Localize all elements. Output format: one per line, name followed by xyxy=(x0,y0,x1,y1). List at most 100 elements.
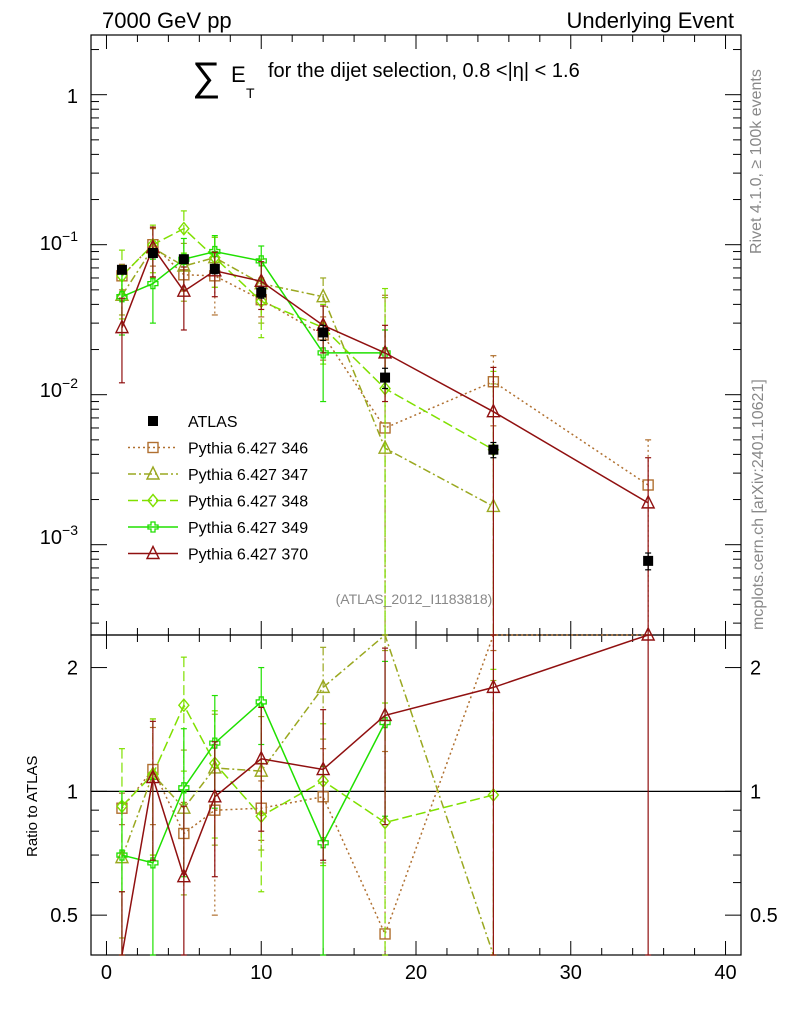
ratio-data-point xyxy=(116,849,128,861)
legend-item: Pythia 6.427 349 xyxy=(128,520,308,537)
ratio-ytick-label-left: 2 xyxy=(67,658,78,680)
main-series-pythia-6-427-348 xyxy=(116,210,500,636)
main-series-line xyxy=(121,246,494,508)
title-variable: E xyxy=(231,62,246,87)
ratio-panel: 0.5 0.5 1 1 2 2 Ratio to ATLAS xyxy=(24,626,778,956)
main-series-pythia-6-427-349 xyxy=(116,234,391,403)
ratio-data-point xyxy=(317,837,329,849)
xtick-label: 0 xyxy=(101,962,112,984)
ratio-data-point xyxy=(209,737,221,749)
main-data-point xyxy=(178,254,189,265)
title-sum-symbol: ∑ xyxy=(192,55,221,99)
main-data-point xyxy=(255,255,267,267)
legend-label: Pythia 6.427 348 xyxy=(188,494,308,511)
ytick-label-0.01: 10−2 xyxy=(40,375,78,402)
ratio-data-point xyxy=(377,706,393,722)
legend-label: Pythia 6.427 346 xyxy=(188,441,308,458)
legend-marker xyxy=(147,521,159,533)
main-data-point xyxy=(377,439,393,454)
main-panel: 1 10−1 10−2 10−3 (ATLAS_2012_I1183818) A… xyxy=(40,34,742,636)
xtick-label: 40 xyxy=(714,962,736,984)
main-series xyxy=(114,210,656,636)
legend-label: Pythia 6.427 347 xyxy=(188,467,308,484)
ratio-data-point xyxy=(379,815,391,830)
legend-item: Pythia 6.427 370 xyxy=(128,544,308,564)
legend-marker xyxy=(145,465,161,480)
header-left: 7000 GeV pp xyxy=(102,8,232,33)
ratio-data-point xyxy=(176,868,191,883)
main-data-point xyxy=(256,287,267,298)
main-data-point xyxy=(147,277,159,290)
main-data-point xyxy=(147,248,158,259)
main-data-point xyxy=(641,494,656,509)
ratio-series xyxy=(114,626,656,956)
main-data-point xyxy=(488,444,499,455)
xtick-label: 30 xyxy=(560,962,582,984)
ratio-series-pythia-6-427-346 xyxy=(116,634,652,956)
ratio-data-point xyxy=(178,782,190,794)
analysis-id: (ATLAS_2012_I1183818) xyxy=(336,591,493,607)
ytick-label-0.001: 10−3 xyxy=(40,522,78,549)
legend-marker xyxy=(147,441,159,454)
main-y-tick-labels: 1 10−1 10−2 10−3 xyxy=(40,86,78,549)
main-data-point xyxy=(116,264,127,275)
main-data-point xyxy=(177,221,190,236)
ratio-data-point xyxy=(641,626,656,641)
main-data-point xyxy=(318,327,329,338)
ratio-series-line xyxy=(121,633,495,956)
legend-label: ATLAS xyxy=(188,414,238,431)
main-series-line xyxy=(121,250,385,354)
main-data-point xyxy=(114,319,130,334)
xtick-label: 20 xyxy=(405,962,427,984)
ratio-data-point xyxy=(316,678,331,694)
main-series-pythia-6-427-347 xyxy=(114,226,501,636)
mcplots-label: mcplots.cern.ch [arXiv:2401.10621] xyxy=(750,379,767,630)
ratio-data-point xyxy=(147,857,159,869)
ratio-series-pythia-6-427-347 xyxy=(114,633,497,956)
ratio-series-line xyxy=(121,700,386,864)
main-data-point xyxy=(209,263,220,274)
ratio-data-point xyxy=(207,788,222,803)
main-data-point xyxy=(176,282,191,297)
rivet-label: Rivet 4.1.0, ≥ 100k events xyxy=(748,69,765,254)
ratio-ticks: 0.5 0.5 1 1 2 2 xyxy=(50,635,778,955)
main-data-point xyxy=(209,245,221,258)
legend-marker xyxy=(145,544,161,560)
legend-item: ATLAS xyxy=(148,414,238,431)
ratio-ytick-label-right: 2 xyxy=(750,658,761,680)
title-subscript: T xyxy=(246,85,255,101)
main-ticks xyxy=(91,35,741,635)
ratio-frame xyxy=(90,634,742,956)
legend-label: Pythia 6.427 370 xyxy=(188,547,308,564)
ratio-data-point xyxy=(254,750,269,765)
legend-item: Pythia 6.427 346 xyxy=(128,441,308,458)
ratio-series-line xyxy=(121,703,494,824)
ratio-series-pythia-6-427-370 xyxy=(118,626,656,956)
ratio-data-point xyxy=(486,678,501,694)
main-series-line xyxy=(121,227,494,451)
main-data-point xyxy=(380,372,391,383)
main-data-point xyxy=(316,288,331,303)
ratio-ytick-label-left: 1 xyxy=(67,781,78,803)
legend-label: Pythia 6.427 349 xyxy=(188,520,308,537)
main-data-point xyxy=(254,272,269,288)
ratio-ytick-label-left: 0.5 xyxy=(50,905,78,927)
main-frame xyxy=(90,34,742,636)
header-right: Underlying Event xyxy=(566,8,734,33)
main-series-atlas xyxy=(116,248,654,571)
legend-item: Pythia 6.427 347 xyxy=(128,465,308,484)
ytick-label-0.1: 10−1 xyxy=(40,228,78,255)
title-text: for the dijet selection, 0.8 <|η| < 1.6 xyxy=(268,60,580,82)
main-data-point xyxy=(377,344,393,359)
main-data-point xyxy=(116,291,128,303)
legend: ATLAS Pythia 6.427 346 Pythia 6.427 347 Pyt… xyxy=(128,414,308,564)
legend-item: Pythia 6.427 348 xyxy=(128,493,308,511)
main-data-point xyxy=(643,555,654,566)
main-data-point xyxy=(486,403,501,418)
ratio-data-point xyxy=(145,769,161,784)
ratio-ytick-label-right: 1 xyxy=(750,781,761,803)
ratio-data-point xyxy=(177,698,190,713)
ratio-y-axis-label: Ratio to ATLAS xyxy=(24,756,41,857)
main-data-point xyxy=(317,347,329,359)
